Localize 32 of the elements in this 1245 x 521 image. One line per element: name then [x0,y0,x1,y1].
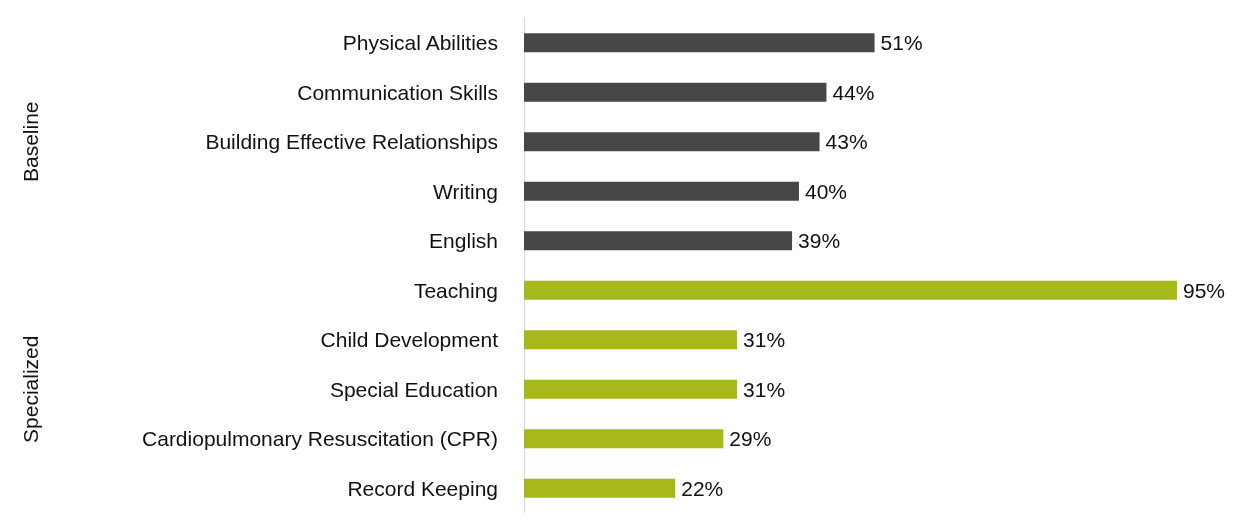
data-label: 39% [798,229,841,253]
bar [524,132,820,152]
bar [524,33,875,53]
y-tick-label: Child Development [320,328,499,352]
data-label: 40% [804,179,847,203]
data-label: 31% [743,377,786,401]
data-label: 29% [729,427,772,451]
y-tick-label: Cardiopulmonary Resuscitation (CPR) [142,427,498,451]
data-label: 95% [1183,278,1226,302]
bar [524,181,799,201]
data-label: 22% [681,476,724,500]
y-tick-label: Communication Skills [297,80,498,104]
data-label: 43% [825,130,868,154]
bar [524,330,738,350]
y-tick-label: Special Education [329,377,498,401]
y-tick-label: English [429,229,498,253]
y-tick-label: Teaching [413,278,498,302]
bar [524,280,1177,300]
data-label: 31% [743,328,786,352]
text: Specialized [18,335,42,443]
bar [524,478,676,498]
bar [524,379,738,399]
y-tick-label: Writing [433,179,498,203]
bar [524,82,827,102]
text: Baseline [18,101,42,183]
data-label: 44% [832,80,875,104]
bar [524,429,724,449]
data-label: 51% [880,31,923,55]
y-tick-label: Physical Abilities [342,31,498,55]
y-tick-label: Record Keeping [347,476,498,500]
bar [524,231,793,251]
y-tick-label: Building Effective Relationships [205,130,498,154]
